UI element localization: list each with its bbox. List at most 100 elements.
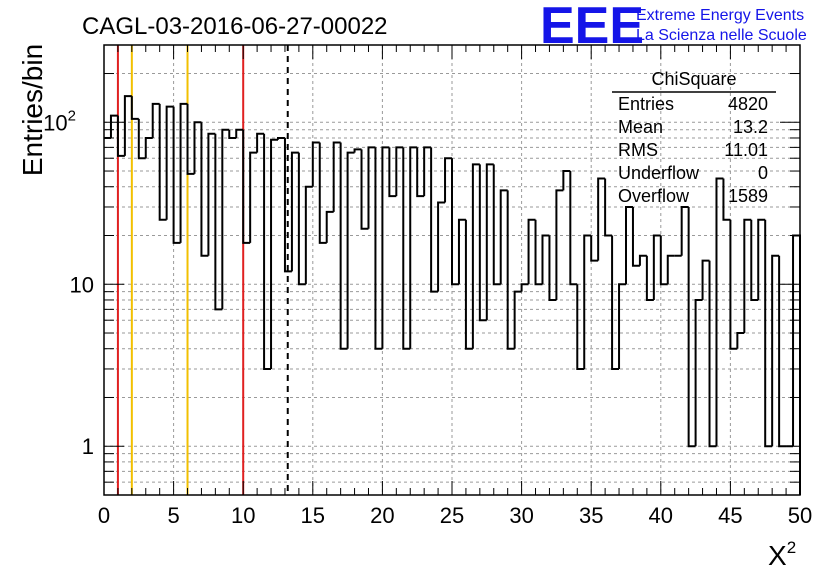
histogram-bin <box>478 164 487 322</box>
histogram-bin <box>304 185 313 285</box>
histogram-bin <box>353 148 362 153</box>
histogram-bin <box>151 102 160 138</box>
histogram-bin <box>144 136 153 159</box>
histogram-bin <box>555 189 564 300</box>
histogram-bin <box>576 284 585 370</box>
histogram-bin <box>764 219 773 448</box>
stats-label-rms: RMS <box>618 140 658 160</box>
x-tick-label: 5 <box>167 503 179 528</box>
histogram-bin <box>381 146 390 349</box>
histogram-bin <box>652 234 661 300</box>
stats-label-overflow: Overflow <box>618 186 690 206</box>
stats-value-mean: 13.2 <box>733 117 768 137</box>
stats-label-entries: Entries <box>618 94 674 114</box>
histogram-bin <box>311 141 320 187</box>
eee-logo-letters: EEE <box>540 0 644 55</box>
histogram-bin <box>137 118 146 160</box>
histogram-bin <box>701 259 710 300</box>
eee-logo-line2: La Scienza nelle Scuole <box>636 27 807 44</box>
stats-value-entries: 4820 <box>728 94 768 114</box>
histogram-bin <box>451 158 459 286</box>
histogram-bin <box>750 219 759 301</box>
histogram-bin <box>235 128 244 138</box>
histogram-bin <box>464 219 473 350</box>
histogram-bin <box>708 260 717 448</box>
histogram-bin <box>645 255 654 301</box>
histogram-bin <box>792 234 801 495</box>
x-tick-label: 45 <box>718 503 742 528</box>
histogram-bin <box>485 163 494 321</box>
histogram-bin <box>388 147 397 198</box>
histogram-bin <box>402 147 411 350</box>
histogram-bin <box>687 206 696 448</box>
histogram-bin <box>534 219 543 286</box>
histogram-bin <box>666 254 675 285</box>
y-tick-label-superscript: 2 <box>68 107 76 124</box>
eee-logo: EEE Extreme Energy Events La Scienza nel… <box>540 0 807 55</box>
histogram-bin <box>444 157 452 203</box>
histogram-bin <box>249 151 258 243</box>
histogram-bin <box>221 128 230 310</box>
histogram-bin <box>332 141 341 212</box>
histogram-bin <box>520 283 529 292</box>
histogram-bin <box>214 133 223 311</box>
histogram-bin <box>659 235 668 286</box>
stats-title: ChiSquare <box>651 69 736 89</box>
histogram-bin <box>583 234 592 369</box>
histogram-bin <box>270 138 278 369</box>
histogram-bin <box>722 178 731 221</box>
histogram-bin <box>743 218 752 334</box>
histogram-bin <box>715 177 724 447</box>
histogram-bin <box>771 254 780 447</box>
histogram-bin <box>457 218 466 285</box>
histogram-bin <box>207 132 216 256</box>
histogram-bin <box>548 235 557 301</box>
histogram-bin <box>283 137 292 273</box>
histogram-series <box>104 95 801 495</box>
histogram-bin <box>346 151 355 349</box>
histogram-bin <box>492 164 501 286</box>
histogram-bin <box>158 103 167 221</box>
histogram-bin <box>499 189 508 285</box>
x-tick-label: 50 <box>788 503 812 528</box>
y-tick-label: 1 <box>82 434 94 459</box>
histogram-bin <box>513 290 522 349</box>
reference-lines <box>116 45 289 495</box>
histogram-bin <box>200 122 209 257</box>
histogram-bin <box>423 146 432 197</box>
y-tick-label-base: 10 <box>43 110 67 135</box>
histogram-bin <box>527 218 536 285</box>
histogram-bin <box>618 283 626 369</box>
histogram-bin <box>757 218 766 300</box>
histogram-bin <box>242 129 251 244</box>
histogram-bin <box>631 206 640 267</box>
histogram-bin <box>360 149 369 230</box>
eee-logo-line1: Extreme Energy Events <box>636 7 804 24</box>
histogram-bin <box>339 142 348 350</box>
histogram-bin <box>130 96 139 120</box>
histogram-bin <box>116 115 125 157</box>
histogram-bin <box>562 170 571 191</box>
y-axis-label: Entries/bin <box>17 44 48 176</box>
x-tick-label: 40 <box>649 503 673 528</box>
histogram-bin <box>367 146 376 229</box>
histogram-bin <box>604 178 613 237</box>
histogram-bin <box>638 254 647 266</box>
histogram-bin <box>590 235 599 262</box>
histogram-bin <box>109 114 118 138</box>
histogram-bin <box>172 106 181 244</box>
histogram-bin <box>680 205 689 256</box>
histogram-bin <box>290 151 299 272</box>
x-tick-label: 0 <box>98 503 110 528</box>
grid <box>104 44 800 496</box>
y-tick-label: 10 <box>70 272 94 297</box>
histogram-bin <box>395 146 404 197</box>
histogram-bin <box>228 129 237 139</box>
histogram-bin <box>541 234 550 285</box>
stats-value-underflow: 0 <box>758 163 768 183</box>
histogram-bin <box>277 136 285 140</box>
chart-title: CAGL-03-2016-06-27-00022 <box>82 13 388 40</box>
histogram-bin <box>416 147 425 198</box>
